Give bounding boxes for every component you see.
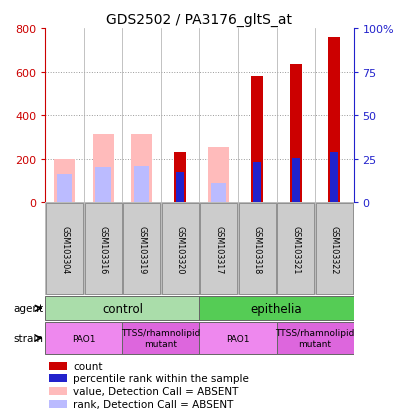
Text: TTSS/rhamnolipid
mutant: TTSS/rhamnolipid mutant — [121, 329, 201, 348]
Text: GSM103316: GSM103316 — [99, 225, 108, 273]
Text: PAO1: PAO1 — [226, 334, 250, 343]
Text: rank, Detection Call = ABSENT: rank, Detection Call = ABSENT — [73, 399, 234, 409]
Text: TTSS/rhamnolipid
mutant: TTSS/rhamnolipid mutant — [275, 329, 355, 348]
Bar — [200, 204, 237, 295]
Bar — [49, 362, 67, 370]
Text: GSM103319: GSM103319 — [137, 225, 146, 273]
Bar — [134, 167, 149, 203]
Text: GSM103317: GSM103317 — [214, 225, 223, 273]
Bar — [57, 175, 72, 203]
Bar — [239, 204, 276, 295]
Bar — [85, 204, 122, 295]
Bar — [54, 159, 75, 203]
Text: count: count — [73, 361, 103, 371]
Bar — [92, 134, 114, 203]
Text: GSM103318: GSM103318 — [253, 225, 262, 273]
Text: PAO1: PAO1 — [72, 334, 96, 343]
Text: percentile rank within the sample: percentile rank within the sample — [73, 373, 249, 383]
Text: GSM103320: GSM103320 — [176, 225, 185, 273]
Bar — [277, 204, 314, 295]
Bar — [45, 323, 122, 354]
Bar — [49, 375, 67, 382]
Bar — [254, 163, 261, 203]
Text: GSM103321: GSM103321 — [291, 225, 300, 273]
Bar — [199, 297, 354, 320]
Bar — [290, 65, 301, 203]
Text: agent: agent — [13, 304, 43, 313]
Text: control: control — [102, 302, 143, 315]
Title: GDS2502 / PA3176_gltS_at: GDS2502 / PA3176_gltS_at — [107, 12, 292, 26]
Bar — [208, 147, 229, 203]
Text: value, Detection Call = ABSENT: value, Detection Call = ABSENT — [73, 386, 239, 396]
Bar — [49, 400, 67, 408]
Bar — [176, 172, 184, 203]
Bar — [276, 323, 354, 354]
Bar — [292, 158, 300, 203]
Bar — [316, 204, 353, 295]
Bar — [46, 204, 83, 295]
Bar — [122, 323, 199, 354]
Bar — [123, 204, 160, 295]
Bar — [175, 153, 186, 203]
Bar — [96, 168, 111, 203]
Bar — [329, 38, 340, 203]
Text: GSM103304: GSM103304 — [60, 225, 69, 273]
Text: epithelia: epithelia — [251, 302, 302, 315]
Text: GSM103322: GSM103322 — [330, 225, 339, 273]
Bar — [252, 77, 263, 203]
Bar — [45, 297, 199, 320]
Bar — [162, 204, 199, 295]
Bar — [131, 134, 152, 203]
Bar — [211, 183, 226, 203]
Bar — [199, 323, 276, 354]
Text: strain: strain — [13, 333, 43, 343]
Bar — [330, 153, 338, 203]
Bar — [49, 387, 67, 394]
